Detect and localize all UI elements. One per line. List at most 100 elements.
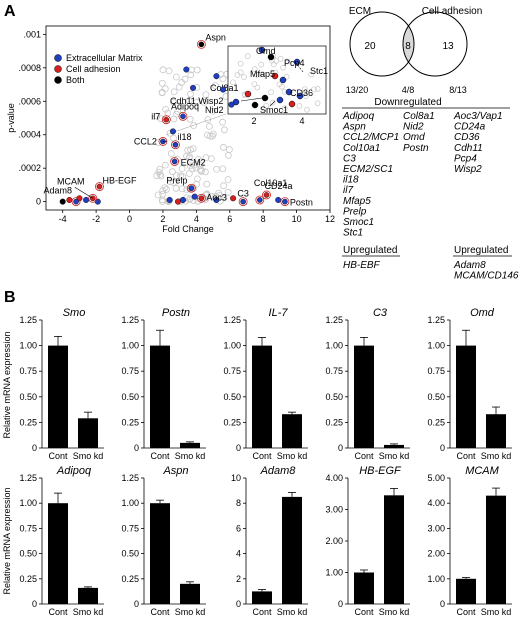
background-point — [224, 188, 232, 196]
bar-category-label: Cont — [456, 451, 476, 461]
bar-y-tick-label: 4.00 — [325, 473, 343, 483]
inset-data-point — [285, 88, 293, 96]
bar-y-tick-label: 1.00 — [325, 341, 343, 351]
background-point — [193, 66, 201, 74]
data-point — [191, 193, 198, 200]
bar-category-label: Cont — [354, 607, 374, 617]
venn-left-circle — [349, 11, 415, 77]
inset-background-point — [268, 89, 274, 96]
bar-category-label: Smo kd — [379, 451, 410, 461]
labeled-data-point — [171, 158, 178, 165]
bar-category-label: Cont — [150, 607, 170, 617]
bar-y-tick-label: 1.25 — [427, 315, 445, 325]
point-label: Aspn — [205, 32, 226, 42]
bar-y-tick-label: 0 — [338, 443, 343, 453]
bar-panel-title: HB-EGF — [359, 465, 402, 477]
highlight-ring — [178, 111, 188, 121]
bar-category-label: Cont — [354, 451, 374, 461]
highlight-ring — [71, 197, 81, 207]
background-point — [156, 165, 164, 173]
background-point — [185, 97, 193, 105]
inset-leader-line — [269, 100, 276, 107]
x-tick-label: 6 — [227, 214, 232, 224]
bar-category-label: Cont — [456, 607, 476, 617]
venn-intersection-count: 8 — [405, 41, 411, 52]
bar-y-tick-label: 0.75 — [427, 366, 445, 376]
inset-data-point — [258, 46, 266, 54]
data-point — [169, 128, 176, 135]
bar-category-label: Cont — [48, 451, 68, 461]
data-point — [59, 198, 66, 205]
gene-down-ecm: ECM2/SC1 — [343, 164, 393, 175]
gene-down-ecm: Stc1 — [343, 228, 363, 239]
background-point — [170, 179, 177, 186]
bar-panel-title: IL-7 — [269, 307, 289, 319]
inset-point-label: Mfap5 — [250, 69, 275, 79]
bar-panel-title: Adipoq — [56, 465, 92, 477]
inset-background-point — [258, 61, 265, 68]
inset-background-point — [230, 79, 236, 86]
y-tick-label: .0008 — [18, 63, 41, 73]
gene-down-ecm: Mfap5 — [343, 196, 371, 207]
inset-background-point — [311, 86, 317, 93]
bar-category-label: Smo kd — [379, 607, 410, 617]
bar-y-tick-label: 8 — [236, 498, 241, 508]
panel-b-letter: B — [4, 289, 16, 306]
background-point — [183, 152, 190, 160]
background-point — [207, 155, 215, 163]
bar-y-tick-label: 0 — [32, 443, 37, 453]
bar-y-tick-label: 2 — [236, 574, 241, 584]
venn-left-count: 20 — [364, 41, 376, 52]
bar-panel-c3: 0 0.25 0.50 0.75 1.00 1.25 C3 Cont Smo kd — [325, 307, 410, 461]
legend-swatch — [54, 76, 62, 84]
bar-panel-adipoq: 0 0.25 0.50 0.75 1.00 1.25 Adipoq Cont Smo kd — [19, 465, 104, 617]
background-point — [219, 75, 227, 83]
bar — [354, 572, 374, 604]
gene-down-ecm: CCL2/MCP1 — [343, 132, 399, 143]
gene-down-ecm: Col10a1 — [343, 143, 380, 154]
background-point — [187, 90, 194, 98]
inset-background-point — [273, 58, 280, 64]
inset-point-label: Smoc1 — [260, 105, 288, 115]
inset-background-point — [259, 71, 266, 77]
labeled-data-point — [198, 41, 205, 48]
background-point — [170, 115, 178, 123]
background-point — [193, 180, 201, 188]
bar-y-tick-label: 1.00 — [19, 341, 37, 351]
bar-y-tick-label: 1.25 — [19, 473, 37, 483]
background-point — [193, 98, 201, 106]
bar-category-label: Cont — [252, 607, 272, 617]
bar-category-label: Smo kd — [481, 607, 512, 617]
background-point — [169, 168, 176, 175]
leader-line — [74, 187, 93, 199]
highlight-ring — [196, 40, 206, 49]
bar-y-tick-label: 0 — [440, 443, 445, 453]
inset-data-point — [276, 96, 284, 104]
data-point — [190, 84, 197, 91]
data-point — [83, 196, 90, 203]
legend-label: Extracellular Matrix — [66, 53, 143, 63]
venn-left-ratio: 13/20 — [346, 85, 369, 95]
bar-y-tick-label: 0 — [236, 443, 241, 453]
inset-background-point — [244, 53, 251, 60]
inset-data-point — [279, 76, 287, 84]
point-label: il18 — [177, 132, 191, 142]
bar-y-tick-label: 3.00 — [325, 505, 343, 515]
y-tick-label: .001 — [23, 29, 41, 39]
background-point — [155, 168, 163, 176]
highlight-ring — [262, 190, 271, 200]
bar-category-label: Cont — [150, 451, 170, 461]
bar — [282, 496, 302, 604]
background-point — [212, 82, 219, 89]
inset-background-point — [314, 86, 321, 92]
gene-down-ecm: il18 — [343, 175, 359, 186]
background-point — [206, 123, 213, 130]
bar-panel-postn: 0 0.25 0.50 0.75 1.00 1.25 Postn Cont Smo kd — [121, 307, 206, 461]
inset-background-point — [304, 106, 310, 113]
highlight-ring — [171, 140, 180, 150]
background-point — [178, 165, 186, 173]
inset-point-label: Nid2 — [205, 105, 224, 115]
inset-connector — [166, 113, 227, 135]
inset-background-point — [281, 105, 288, 111]
x-tick-label: 12 — [325, 214, 335, 224]
